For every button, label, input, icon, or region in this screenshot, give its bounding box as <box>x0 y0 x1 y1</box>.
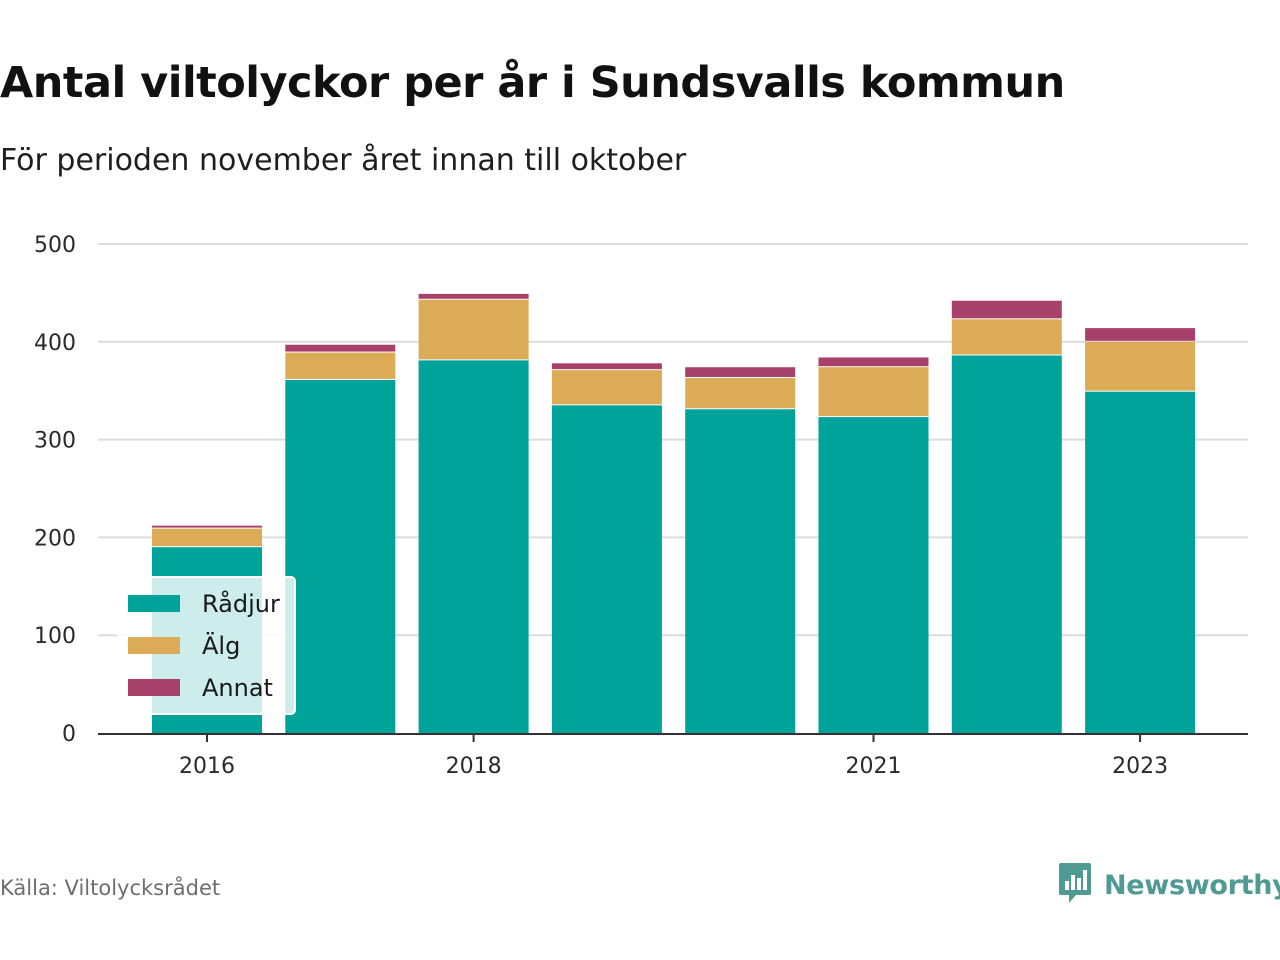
bar-segment-älg <box>818 367 929 417</box>
bar-segment-älg <box>285 352 396 379</box>
y-tick-label: 500 <box>34 233 76 258</box>
bar-segment-annat <box>285 344 396 352</box>
y-tick-label: 300 <box>34 429 76 454</box>
legend-label: Annat <box>202 674 273 702</box>
legend-swatch-annat <box>128 679 180 696</box>
y-axis-tick-labels: 0 100 200 300 400 500 <box>34 233 76 747</box>
bar-segment-annat <box>418 293 529 299</box>
y-tick-label: 200 <box>34 526 76 551</box>
x-tick-label: 2018 <box>446 754 502 779</box>
bar-segment-annat <box>551 363 662 370</box>
bar-segment-rådjur <box>285 379 396 733</box>
bar-segment-annat <box>951 300 1062 319</box>
legend-swatch-älg <box>128 637 180 654</box>
bars <box>152 293 1196 733</box>
legend-label: Älg <box>202 631 240 660</box>
x-tick-label: 2016 <box>179 754 235 779</box>
y-tick-label: 400 <box>34 331 76 356</box>
bar-segment-rådjur <box>818 417 929 733</box>
bar-segment-rådjur <box>1085 391 1196 733</box>
y-tick-label: 0 <box>62 722 76 747</box>
newsworthy-logo-icon <box>1058 861 1092 909</box>
bar-segment-rådjur <box>418 360 529 733</box>
brand-name: Newsworthy <box>1104 869 1280 901</box>
x-axis: 2016 2018 2021 2023 <box>98 733 1248 779</box>
bar-segment-älg <box>951 319 1062 355</box>
chart-subtitle: För perioden november året innan till ok… <box>0 143 687 178</box>
bar-segment-älg <box>418 299 529 360</box>
brand-logo: Newsworthy <box>1058 862 1280 908</box>
bar-segment-älg <box>152 528 262 547</box>
bar-segment-annat <box>1085 328 1196 341</box>
legend: Rådjur Älg Annat <box>117 576 296 715</box>
chart-title: Antal viltolyckor per år i Sundsvalls ko… <box>0 58 1065 108</box>
bar-segment-annat <box>818 357 929 367</box>
bar-segment-rådjur <box>551 405 662 733</box>
source-note: Källa: Viltolycksrådet <box>0 876 221 900</box>
bar-segment-rådjur <box>685 409 796 733</box>
bar-segment-älg <box>1085 341 1196 391</box>
y-tick-label: 100 <box>34 624 76 649</box>
x-tick-label: 2021 <box>846 754 902 779</box>
legend-swatch-rådjur <box>128 595 180 612</box>
stacked-bar-chart: 0 100 200 300 400 500 2016 2018 2021 2023 Rådjur… <box>34 233 1248 779</box>
bar-segment-annat <box>685 367 796 377</box>
bar-segment-älg <box>551 370 662 405</box>
x-tick-label: 2023 <box>1112 754 1168 779</box>
bar-segment-älg <box>685 377 796 409</box>
bar-segment-rådjur <box>951 355 1062 733</box>
bar-segment-annat <box>152 525 262 528</box>
legend-label: Rådjur <box>202 589 280 618</box>
